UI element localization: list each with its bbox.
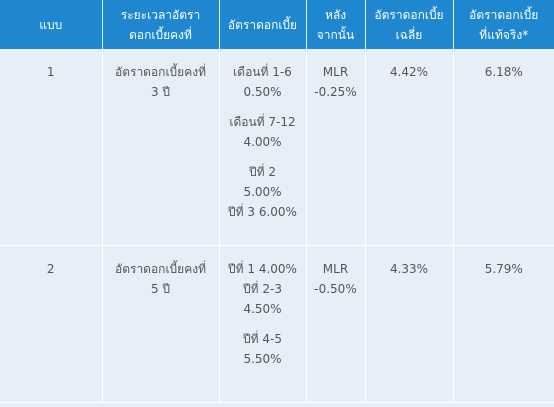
header-after-line2: จากนั้น xyxy=(316,27,355,42)
header-average-line1: อัตราดอกเบี้ย xyxy=(374,7,444,22)
rate-line: เดือนที่ 7-12 xyxy=(229,115,296,129)
header-row: แบบ ระยะเวลาอัตรา ดอกเบี้ยคงที่ อัตราดอก… xyxy=(0,0,554,49)
cell-effective: 5.79% xyxy=(453,245,554,403)
header-fixed-period: ระยะเวลาอัตรา ดอกเบี้ยคงที่ xyxy=(102,0,220,49)
rate-line: ปีที่ 1 4.00% xyxy=(228,262,297,276)
cell-rate: เดือนที่ 1-6 0.50% เดือนที่ 7-12 4.00% ป… xyxy=(219,49,307,246)
cell-after: MLR -0.25% xyxy=(306,49,366,246)
header-plan: แบบ xyxy=(0,0,103,49)
rate-group: ปีที่ 4-5 5.50% xyxy=(226,329,300,369)
rate-line: เดือนที่ 1-6 xyxy=(233,65,292,79)
rate-line: 4.50% xyxy=(243,302,282,316)
header-fixed-period-line1: ระยะเวลาอัตรา xyxy=(120,7,201,22)
cell-fixed-period: อัตราดอกเบี้ยคงที่ 3 ปี xyxy=(102,49,220,246)
rate-line: ปีที่ 2 xyxy=(249,165,276,179)
fixed-period-line1: อัตราดอกเบี้ยคงที่ xyxy=(115,262,206,276)
header-after: หลัง จากนั้น xyxy=(306,0,366,49)
header-effective-line1: อัตราดอกเบี้ย xyxy=(469,7,539,22)
header-effective: อัตราดอกเบี้ย ที่แท้จริง* xyxy=(453,0,554,49)
rate-line: 5.00% xyxy=(243,185,282,199)
rate-line: 4.00% xyxy=(243,135,282,149)
header-fixed-period-line2: ดอกเบี้ยคงที่ xyxy=(129,27,192,42)
header-plan-text: แบบ xyxy=(39,17,63,32)
average-rate: 4.33% xyxy=(389,262,429,276)
rate-group: ปีที่ 1 4.00% ปีที่ 2-3 4.50% xyxy=(226,259,300,319)
header-effective-line2: ที่แท้จริง* xyxy=(479,27,529,42)
cell-fixed-period: อัตราดอกเบี้ยคงที่ 5 ปี xyxy=(102,245,220,403)
effective-rate: 5.79% xyxy=(484,262,523,276)
fixed-period-line2: 3 ปี xyxy=(150,85,171,99)
plan-number: 2 xyxy=(46,262,55,276)
rate-line: 5.50% xyxy=(243,352,282,366)
header-rate: อัตราดอกเบี้ย xyxy=(219,0,307,49)
rate-group: ปีที่ 2 5.00% ปีที่ 3 6.00% xyxy=(226,162,300,222)
plan-number: 1 xyxy=(46,65,55,79)
cell-effective: 6.18% xyxy=(453,49,554,246)
fixed-period-line2: 5 ปี xyxy=(150,282,171,296)
fixed-period-line1: อัตราดอกเบี้ยคงที่ xyxy=(115,65,206,79)
rate-group: เดือนที่ 1-6 0.50% xyxy=(226,62,300,102)
table-row: 2 อัตราดอกเบี้ยคงที่ 5 ปี ปีที่ 1 4.00% … xyxy=(0,245,554,403)
after-line2: -0.25% xyxy=(314,85,357,99)
cell-plan: 2 xyxy=(0,245,103,403)
rate-group: เดือนที่ 7-12 4.00% xyxy=(226,112,300,152)
header-average-line2: เฉลี่ย xyxy=(395,27,423,42)
cell-average: 4.42% xyxy=(365,49,454,246)
cell-average: 4.33% xyxy=(365,245,454,403)
rate-line: ปีที่ 2-3 xyxy=(243,282,282,296)
rate-line: ปีที่ 4-5 xyxy=(243,332,282,346)
table-row: 1 อัตราดอกเบี้ยคงที่ 3 ปี เดือนที่ 1-6 0… xyxy=(0,49,554,246)
header-rate-text: อัตราดอกเบี้ย xyxy=(227,17,298,32)
rate-line: ปีที่ 3 6.00% xyxy=(228,205,297,219)
effective-rate: 6.18% xyxy=(484,65,523,79)
rate-line: 0.50% xyxy=(243,85,282,99)
after-line2: -0.50% xyxy=(314,282,357,296)
header-average: อัตราดอกเบี้ย เฉลี่ย xyxy=(365,0,454,49)
after-line1: MLR xyxy=(322,65,349,79)
average-rate: 4.42% xyxy=(389,65,429,79)
after-line1: MLR xyxy=(322,262,349,276)
cell-plan: 1 xyxy=(0,49,103,246)
header-after-line1: หลัง xyxy=(324,7,347,22)
cell-rate: ปีที่ 1 4.00% ปีที่ 2-3 4.50% ปีที่ 4-5 … xyxy=(219,245,307,403)
cell-after: MLR -0.50% xyxy=(306,245,366,403)
